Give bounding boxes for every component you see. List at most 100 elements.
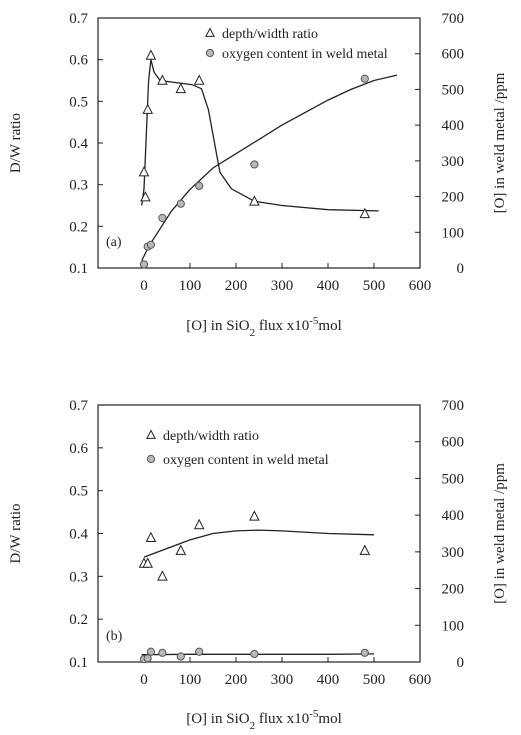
y-left-axis-title: D/W ratio [8,113,24,173]
trend-curve-left [143,529,375,558]
data-point-depth-width [359,207,371,219]
y-left-tick-label: 0.2 [69,219,88,235]
legend-label: depth/width ratio [222,27,318,42]
y-right-tick-label: 200 [442,190,465,206]
x-tick-label: 200 [225,278,248,294]
y-right-tick-label: 700 [442,11,465,27]
x-axis-title: [O] in SiO2 flux x10-5mol [186,315,342,339]
chart-panel-a: 0 100 200 300 400 500 600 0.1 0.2 0.3 0.4 0.5 0.6 0.7… [8,11,508,339]
x-tick-label: 200 [225,672,248,688]
data-point-oxygen-content [250,160,259,169]
data-point-depth-width [142,557,154,568]
y-left-tick-label: 0.3 [69,178,88,194]
data-point-depth-width [175,82,187,94]
x-axis-title-part: mol [318,711,341,727]
x-tick-label: 0 [140,278,148,294]
y-right-tick-label: 300 [442,154,465,170]
y-right-tick-label: 300 [442,545,465,561]
y-left-tick-label: 0.3 [69,569,88,585]
data-point-oxygen-content [139,260,149,269]
x-tick-label: 400 [317,278,340,294]
data-point-oxygen-content [250,649,259,659]
y-left-tick-label: 0.7 [69,398,88,414]
legend-label: depth/width ratio [163,429,259,444]
y-right-tick-label: 100 [442,618,465,634]
x-axis-title-part: [O] in SiO [186,711,250,727]
x-axis-title-part: flux x10 [255,711,309,727]
data-point-oxygen-content [158,213,167,223]
legend-marker-circle [146,454,156,464]
trend-curve-left [141,59,379,212]
x-tick-label: 100 [179,672,202,688]
y-right-tick-label: 400 [442,508,465,524]
x-axis-title-part: mol [318,318,341,334]
data-point-oxygen-content [158,648,167,657]
data-point-oxygen-content [146,647,155,656]
legend-marker-circle [205,48,215,58]
y-left-tick-label: 0.7 [69,11,88,27]
data-point-oxygen-content [360,74,369,83]
data-point-depth-width [359,544,371,555]
data-point-depth-width [140,191,151,202]
data-point-depth-width [157,74,168,85]
x-axis-title-part: -5 [309,315,319,327]
data-point-depth-width [249,195,260,206]
x-axis-title-part: [O] in SiO [186,318,250,334]
x-axis-title-part: 2 [250,720,256,732]
y-right-tick-label: 0 [457,261,465,277]
x-tick-label: 100 [179,278,202,294]
x-axis-title-part: flux x10 [255,318,309,334]
trend-curve-right [141,74,398,262]
data-point-depth-width [249,510,260,521]
x-tick-label: 0 [140,672,148,688]
x-tick-label: 500 [363,278,386,294]
legend-marker-triangle [146,429,156,439]
y-right-tick-label: 700 [442,398,465,414]
y-right-tick-label: 600 [442,435,465,451]
y-left-tick-label: 0.4 [69,527,88,543]
legend-label: oxygen content in weld metal [222,47,388,62]
data-point-depth-width [138,166,150,177]
legend-marker-triangle [205,27,215,37]
data-point-depth-width [193,518,205,530]
legend-label: oxygen content in weld metal [163,453,329,468]
data-point-depth-width [145,531,157,542]
y-right-axis-title: [O] in weld metal /ppm [492,463,508,604]
y-right-tick-label: 600 [442,47,465,63]
y-left-axis-title: D/W ratio [8,503,24,563]
y-right-axis-title: [O] in weld metal /ppm [492,72,508,213]
y-left-tick-label: 0.5 [69,94,88,110]
data-point-depth-width [193,74,205,85]
data-point-oxygen-content [195,181,204,190]
x-axis-title: [O] in SiO2 flux x10-5mol [186,708,342,732]
data-point-oxygen-content [195,647,204,656]
x-tick-label: 300 [271,672,294,688]
data-point-oxygen-content [360,648,369,657]
y-right-tick-label: 400 [442,118,465,134]
y-left-tick-label: 0.1 [69,261,88,277]
y-right-tick-label: 0 [457,655,465,671]
x-tick-label: 300 [271,278,294,294]
panel-label: (b) [106,629,123,644]
y-left-tick-label: 0.6 [69,53,88,69]
x-tick-label: 500 [363,672,386,688]
y-right-tick-label: 200 [442,582,465,598]
x-tick-label: 600 [409,278,432,294]
data-point-depth-width [157,570,168,581]
y-left-tick-label: 0.4 [69,136,88,152]
y-left-tick-label: 0.6 [69,441,88,457]
data-point-depth-width [145,49,157,60]
x-tick-label: 400 [317,672,340,688]
y-left-tick-label: 0.2 [69,612,88,628]
data-point-depth-width [175,544,187,555]
data-point-oxygen-content [146,240,155,249]
y-left-tick-label: 0.1 [69,655,88,671]
data-point-oxygen-content [176,652,185,661]
chart-panel-b: 0 100 200 300 400 500 600 0.1 0.2 0.3 0.4 0.5 0.6 0.7… [8,398,508,732]
y-right-tick-label: 500 [442,471,465,487]
data-point-depth-width [142,103,154,114]
data-point-oxygen-content [143,654,152,663]
data-point-oxygen-content [176,199,185,208]
panel-label: (a) [106,235,122,250]
